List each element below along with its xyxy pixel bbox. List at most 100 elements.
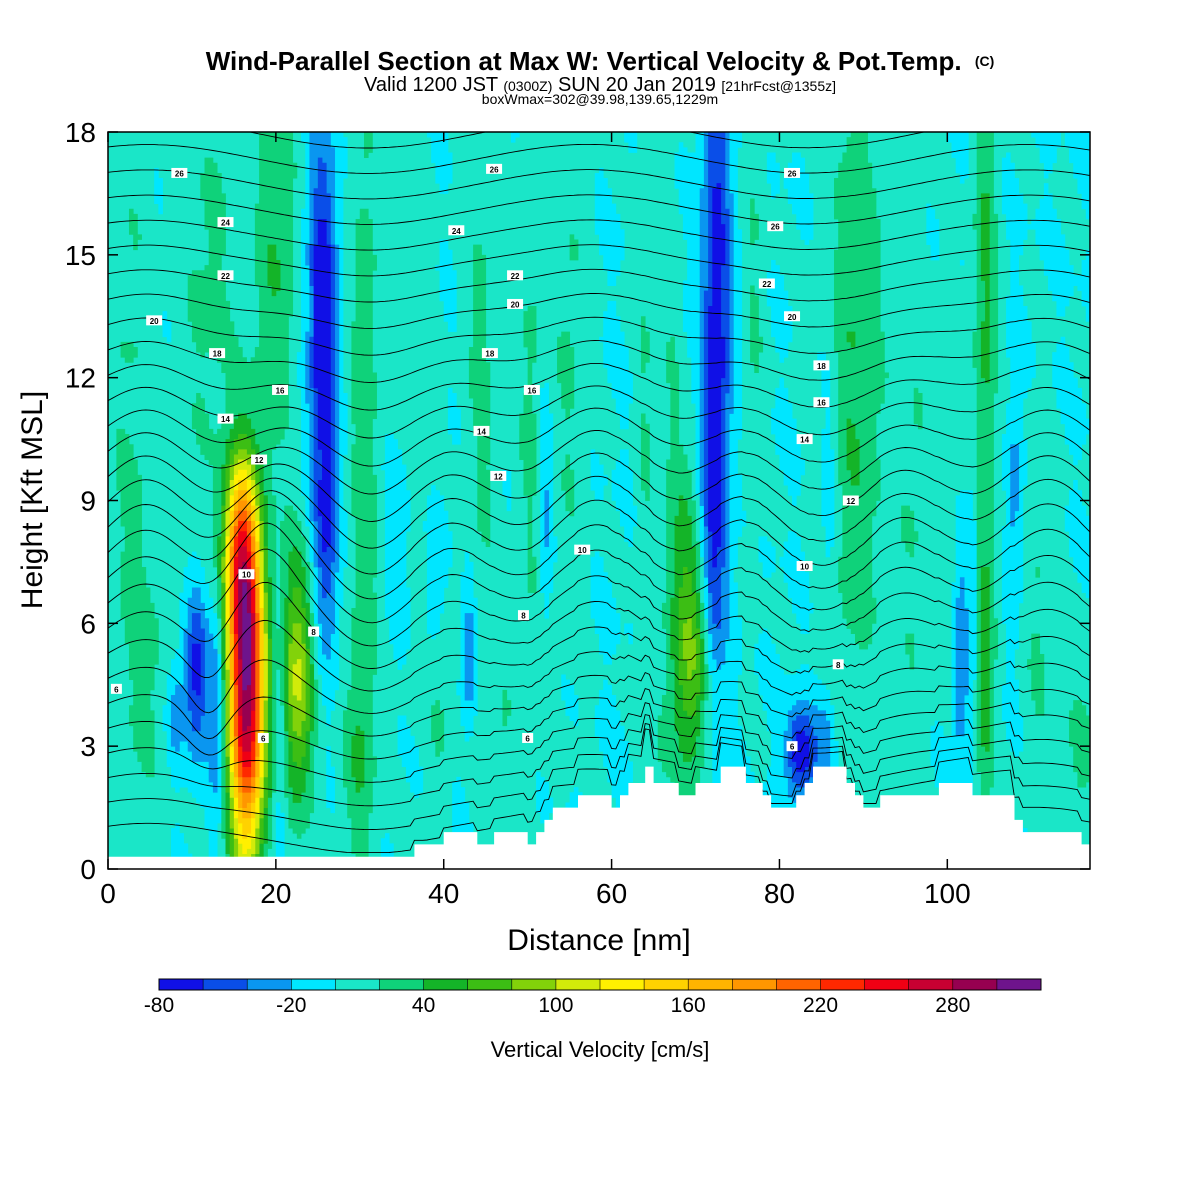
velocity-band [116, 132, 1090, 869]
isentrope-line [108, 169, 1090, 200]
colorbar-swatch [247, 979, 292, 990]
colorbar-swatch [291, 979, 336, 990]
colorbar-swatch [688, 979, 733, 990]
velocity-band [242, 582, 252, 691]
contour-labels: 6 6 6 6 8 8 8 10 10 10 12 12 12 14 14 14 16 16 16 18 18 18 20 2… [110, 163, 859, 752]
contour-label-bg [272, 384, 289, 395]
isentrope-line [108, 702, 1090, 783]
colorbar-swatch [820, 979, 865, 990]
colorbar: -80 -20 40 100 160 220 280 [144, 978, 1042, 1017]
y-tick-label: 9 [80, 486, 96, 517]
colorbar-swatch [644, 979, 689, 990]
y-tick-label: 18 [65, 117, 96, 148]
x-tick-label: 80 [764, 878, 795, 909]
contour-label-bg [523, 384, 540, 395]
contour-label: 14 [477, 427, 486, 436]
contour-label: 20 [511, 300, 520, 309]
subtitle-part-2: (0300Z) [503, 78, 552, 94]
y-axis: 0 3 6 9 12 15 18 [65, 117, 1090, 885]
isentrope-line [108, 522, 1090, 624]
contour-label-bg [784, 311, 801, 322]
chart-subtitle-2: boxWmax=302@39.98,139.65,1229m [482, 91, 718, 107]
chart-subtitle: Valid 1200 JST (0300Z) SUN 20 Jan 2019 [… [364, 74, 836, 96]
vertical-velocity-field [108, 132, 1090, 869]
contour-label: 10 [578, 546, 587, 555]
x-axis-label: Distance [nm] [507, 924, 690, 957]
velocity-band [217, 193, 990, 869]
contour-label: 18 [213, 350, 222, 359]
plot-area: 6 6 6 6 8 8 8 10 10 10 12 12 12 14 14 14 16 16 16 18 18 18 20 2… [107, 131, 1091, 870]
isentrope-line [108, 490, 1090, 575]
contour-label: 22 [511, 272, 520, 281]
colorbar-swatch [600, 979, 645, 990]
contour-label-bg [110, 683, 122, 694]
contour-label: 18 [485, 350, 494, 359]
colorbar-swatch [776, 979, 821, 990]
contour-label-bg [257, 732, 269, 743]
isentrope-line [108, 581, 1090, 669]
contour-label: 14 [800, 436, 809, 445]
contour-label: 20 [788, 313, 797, 322]
isentrope-line [108, 362, 1090, 411]
potential-temperature-contours [108, 132, 1090, 854]
colorbar-tick-label: -80 [144, 994, 174, 1017]
contour-label-bg [217, 217, 234, 228]
subtitle-part-4: [21hrFcst@1355z] [721, 78, 836, 94]
y-tick-label: 12 [65, 363, 96, 394]
contour-label-bg [522, 732, 534, 743]
y-axis-label: Height [Kft MSL] [16, 391, 49, 609]
contour-label: 16 [817, 399, 826, 408]
contour-label: 6 [261, 734, 266, 743]
contour-label-bg [486, 163, 503, 174]
isentrope-line [108, 503, 1090, 600]
contour-label: 14 [221, 415, 230, 424]
contour-label-bg [490, 470, 507, 481]
y-tick-label: 3 [80, 731, 96, 762]
isentrope-line [108, 430, 1090, 495]
terrain [108, 766, 1090, 869]
contour-label: 22 [762, 280, 771, 289]
contour-label-bg [448, 225, 465, 236]
contour-label-bg [796, 561, 813, 572]
y-tick-label: 6 [80, 608, 96, 639]
colorbar-swatch [732, 979, 777, 990]
velocity-band [229, 480, 264, 839]
subtitle-part-3: SUN 20 Jan 2019 [558, 74, 721, 96]
isentrope-line [108, 316, 1090, 356]
contour-label: 12 [846, 497, 855, 506]
velocity-band [154, 132, 1090, 869]
chart-title-main: Wind-Parallel Section at Max W: Vertical… [206, 46, 962, 76]
x-tick-label: 0 [100, 878, 116, 909]
isentrope-line [247, 132, 927, 149]
isentrope-line [108, 385, 1090, 439]
contour-label: 6 [790, 743, 795, 752]
subtitle-part-1: Valid 1200 JST [364, 74, 503, 96]
colorbar-tick-label: 40 [412, 994, 435, 1017]
isentrope-line [108, 219, 1090, 251]
colorbar-tick-label: 220 [803, 994, 838, 1017]
colorbar-swatch [379, 979, 424, 990]
x-axis: 0 20 40 60 80 100 [100, 132, 971, 909]
contour-label-bg [832, 659, 844, 670]
x-tick-label: 40 [428, 878, 459, 909]
contour-label-bg [813, 397, 830, 408]
contour-label-bg [517, 610, 529, 621]
contour-label-bg [758, 278, 775, 289]
colorbar-swatch [864, 979, 909, 990]
contour-label-bg [217, 413, 234, 424]
colorbar-tick-label: 280 [935, 994, 970, 1017]
contour-label-bg [238, 569, 255, 580]
x-tick-label: 60 [596, 878, 627, 909]
colorbar-label: Vertical Velocity [cm/s] [491, 1037, 710, 1062]
isentrope-line [108, 728, 1090, 854]
isentrope-line [108, 722, 1090, 831]
contour-label: 16 [527, 386, 536, 395]
contour-label: 6 [114, 685, 119, 694]
chart-title-mark: (C) [975, 53, 994, 69]
isentrope-line [108, 340, 1090, 383]
isentrope-line [108, 268, 1090, 303]
colorbar-tick-label: 100 [538, 994, 573, 1017]
contour-label-bg [813, 360, 830, 371]
contour-label-bg [209, 348, 226, 359]
x-tick-label: 100 [924, 878, 971, 909]
